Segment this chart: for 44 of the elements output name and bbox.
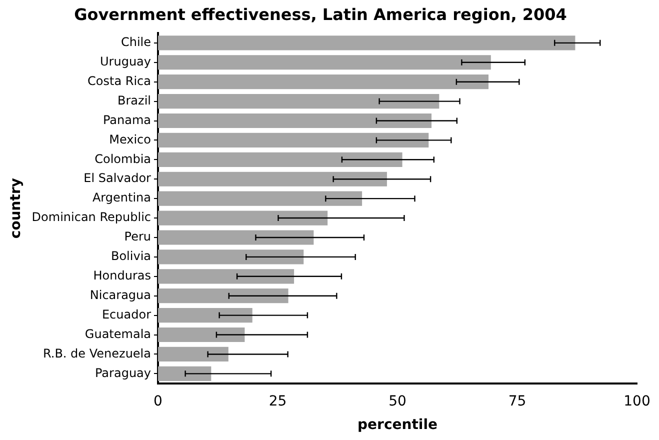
bar [158,230,314,245]
bar [158,191,362,206]
bar [158,172,387,186]
y-tick-label: Dominican Republic [32,210,152,224]
y-tick-label: Peru [124,230,152,244]
bar [158,346,228,362]
x-tick-label: 25 [268,393,287,410]
y-tick-label: Costa Rica [88,74,152,88]
y-axis-title: country [8,178,24,239]
bar [158,327,245,342]
y-tick-label: Panama [102,112,152,127]
y-tick-label: Uruguay [100,54,152,69]
bar [158,36,576,50]
chart-title: Government effectiveness, Latin America region, 2004 [74,4,567,24]
bar [158,94,440,109]
bar [158,113,432,128]
bar [158,152,402,167]
bar [158,74,489,90]
y-tick-label: Guatemala [84,326,152,341]
y-tick-label: Paraguay [94,366,152,380]
bar [158,366,212,381]
y-tick-label: R.B. de Venezuela [42,346,152,360]
y-tick-label: Ecuador [102,307,152,322]
y-tick-label: Mexico [109,132,152,146]
bar [158,269,294,284]
x-tick-label: 50 [388,393,406,410]
bar [158,210,328,226]
y-tick-label: Chile [120,35,152,50]
x-tick-label: 100 [624,393,650,410]
y-tick-label: Brazil [118,93,152,108]
bar [158,288,288,304]
bar [158,308,252,323]
bar [158,55,491,70]
y-tick-label: Colombia [94,152,152,166]
y-tick-label: Nicaragua [90,288,152,302]
y-tick-label: Bolivia [110,249,152,264]
bar [158,132,429,148]
bar [158,250,304,264]
y-tick-label: El Salvador [84,171,152,186]
x-tick-label: 0 [154,393,162,410]
x-axis-title: percentile [358,417,438,434]
y-tick-label: Honduras [93,268,152,283]
x-tick-label: 75 [508,393,526,410]
y-tick-label: Argentina [92,190,152,205]
